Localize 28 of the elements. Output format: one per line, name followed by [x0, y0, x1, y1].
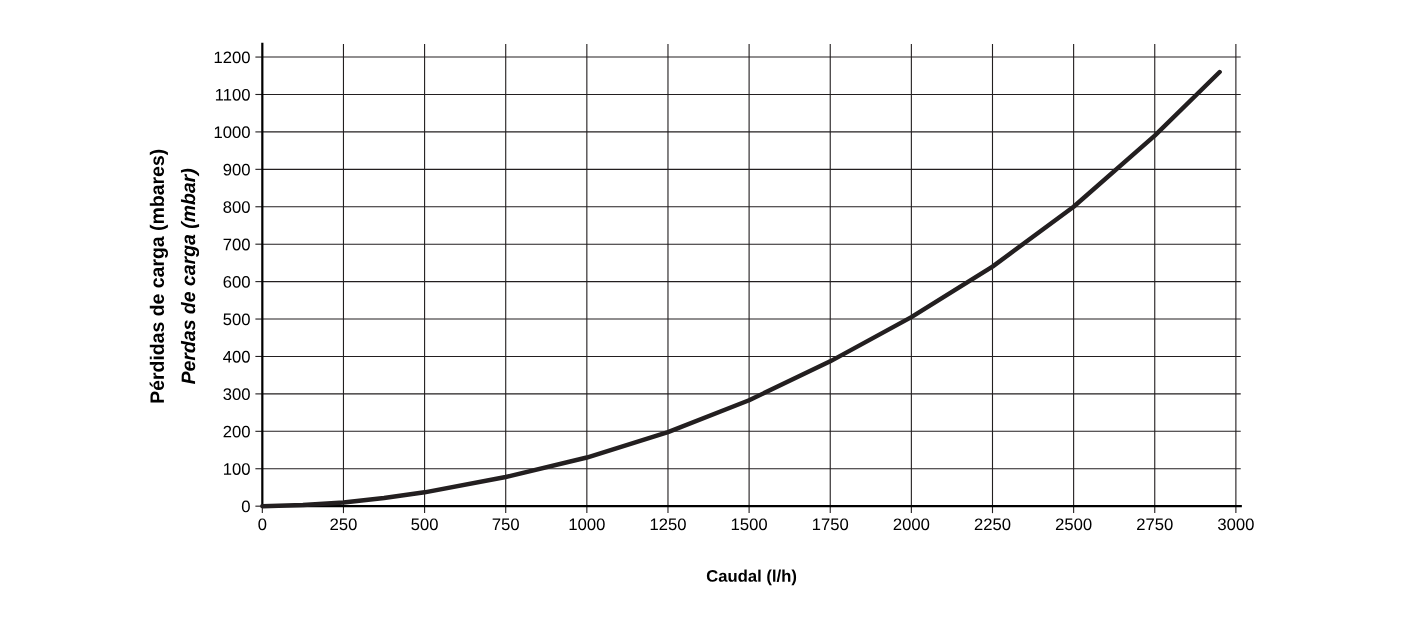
- x-tick-label: 250: [330, 518, 357, 531]
- x-tick-label: 2750: [1137, 518, 1173, 531]
- x-tick-label: 1250: [650, 518, 686, 531]
- x-tick-label: 2000: [893, 518, 930, 531]
- y-tick-label: 100: [223, 463, 250, 475]
- y-tick-label: 600: [223, 276, 250, 288]
- x-tick-label: 2250: [974, 518, 1011, 531]
- y-tick-label: 1100: [215, 88, 250, 101]
- x-tick-label: 1500: [731, 518, 767, 531]
- y-tick-label: 900: [223, 163, 250, 176]
- y-tick-label: 500: [223, 313, 250, 326]
- x-tick-label: 0: [258, 518, 267, 531]
- x-tick-label: 1000: [569, 518, 605, 531]
- x-tick-label: 500: [411, 518, 438, 531]
- x-tick-label: 2500: [1055, 518, 1092, 531]
- y-axis-title: Pérdidas de carga (mbares) Perdas de carga (mbar): [149, 149, 200, 403]
- x-tick-label: 3000: [1217, 518, 1254, 531]
- x-tick-label: 750: [492, 518, 519, 531]
- y-tick-label: 1000: [214, 126, 250, 139]
- y-tick-label: 300: [223, 388, 250, 401]
- y-tick-label: 400: [223, 350, 250, 363]
- y-tick-label: 1200: [214, 51, 250, 64]
- x-tick-label: 1750: [812, 518, 849, 531]
- y-tick-label: 800: [223, 201, 250, 213]
- x-axis-title: Caudal (l/h): [706, 569, 797, 586]
- y-tick-label: 700: [223, 238, 250, 251]
- y-tick-label: 0: [241, 500, 250, 513]
- y-tick-label: 200: [223, 425, 250, 438]
